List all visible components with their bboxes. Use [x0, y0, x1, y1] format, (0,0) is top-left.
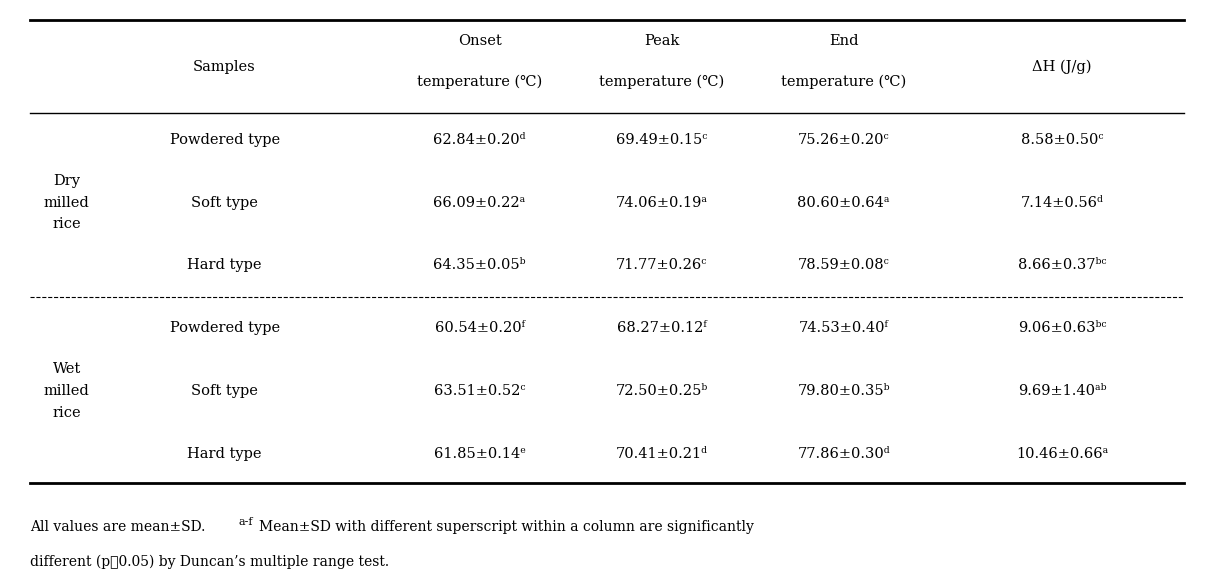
- Text: 77.86±0.30ᵈ: 77.86±0.30ᵈ: [798, 447, 890, 461]
- Text: 74.53±0.40ᶠ: 74.53±0.40ᶠ: [799, 321, 889, 335]
- Text: End: End: [829, 34, 858, 48]
- Text: Mean±SD with different superscript within a column are significantly: Mean±SD with different superscript withi…: [259, 520, 754, 534]
- Text: Onset: Onset: [458, 34, 501, 48]
- Text: 66.09±0.22ᵃ: 66.09±0.22ᵃ: [433, 196, 526, 210]
- Text: 61.85±0.14ᵉ: 61.85±0.14ᵉ: [433, 447, 526, 461]
- Text: Hard type: Hard type: [187, 258, 262, 272]
- Text: 10.46±0.66ᵃ: 10.46±0.66ᵃ: [1016, 447, 1108, 461]
- Text: a-f: a-f: [239, 517, 254, 527]
- Text: 60.54±0.20ᶠ: 60.54±0.20ᶠ: [435, 321, 524, 335]
- Text: Peak: Peak: [643, 34, 680, 48]
- Text: 62.84±0.20ᵈ: 62.84±0.20ᵈ: [433, 133, 526, 147]
- Text: 68.27±0.12ᶠ: 68.27±0.12ᶠ: [617, 321, 707, 335]
- Text: 78.59±0.08ᶜ: 78.59±0.08ᶜ: [798, 258, 890, 272]
- Text: 9.69±1.40ᵃᵇ: 9.69±1.40ᵃᵇ: [1019, 384, 1106, 398]
- Text: 63.51±0.52ᶜ: 63.51±0.52ᶜ: [433, 384, 526, 398]
- Text: Wet
milled
rice: Wet milled rice: [44, 363, 90, 420]
- Text: 80.60±0.64ᵃ: 80.60±0.64ᵃ: [798, 196, 890, 210]
- Text: 64.35±0.05ᵇ: 64.35±0.05ᵇ: [433, 258, 526, 272]
- Text: Samples: Samples: [193, 60, 256, 74]
- Text: All values are mean±SD.: All values are mean±SD.: [30, 520, 215, 534]
- Text: Soft type: Soft type: [191, 196, 259, 210]
- Text: temperature (℃): temperature (℃): [599, 74, 725, 88]
- Text: Hard type: Hard type: [187, 447, 262, 461]
- Text: Powdered type: Powdered type: [170, 321, 279, 335]
- Text: 71.77±0.26ᶜ: 71.77±0.26ᶜ: [615, 258, 708, 272]
- Text: 79.80±0.35ᵇ: 79.80±0.35ᵇ: [798, 384, 890, 398]
- Text: 9.06±0.63ᵇᶜ: 9.06±0.63ᵇᶜ: [1019, 321, 1106, 335]
- Text: temperature (℃): temperature (℃): [781, 74, 907, 88]
- Text: 74.06±0.19ᵃ: 74.06±0.19ᵃ: [615, 196, 708, 210]
- Text: temperature (℃): temperature (℃): [416, 74, 543, 88]
- Text: Soft type: Soft type: [191, 384, 259, 398]
- Text: 75.26±0.20ᶜ: 75.26±0.20ᶜ: [798, 133, 890, 147]
- Text: Powdered type: Powdered type: [170, 133, 279, 147]
- Text: 69.49±0.15ᶜ: 69.49±0.15ᶜ: [615, 133, 708, 147]
- Text: different (p＜0.05) by Duncan’s multiple range test.: different (p＜0.05) by Duncan’s multiple …: [30, 555, 390, 569]
- Text: ΔH (J/g): ΔH (J/g): [1032, 60, 1093, 74]
- Text: 72.50±0.25ᵇ: 72.50±0.25ᵇ: [615, 384, 708, 398]
- Text: 8.66±0.37ᵇᶜ: 8.66±0.37ᵇᶜ: [1019, 258, 1106, 272]
- Text: 8.58±0.50ᶜ: 8.58±0.50ᶜ: [1021, 133, 1104, 147]
- Text: 70.41±0.21ᵈ: 70.41±0.21ᵈ: [615, 447, 708, 461]
- Text: 7.14±0.56ᵈ: 7.14±0.56ᵈ: [1021, 196, 1104, 210]
- Text: Dry
milled
rice: Dry milled rice: [44, 174, 90, 231]
